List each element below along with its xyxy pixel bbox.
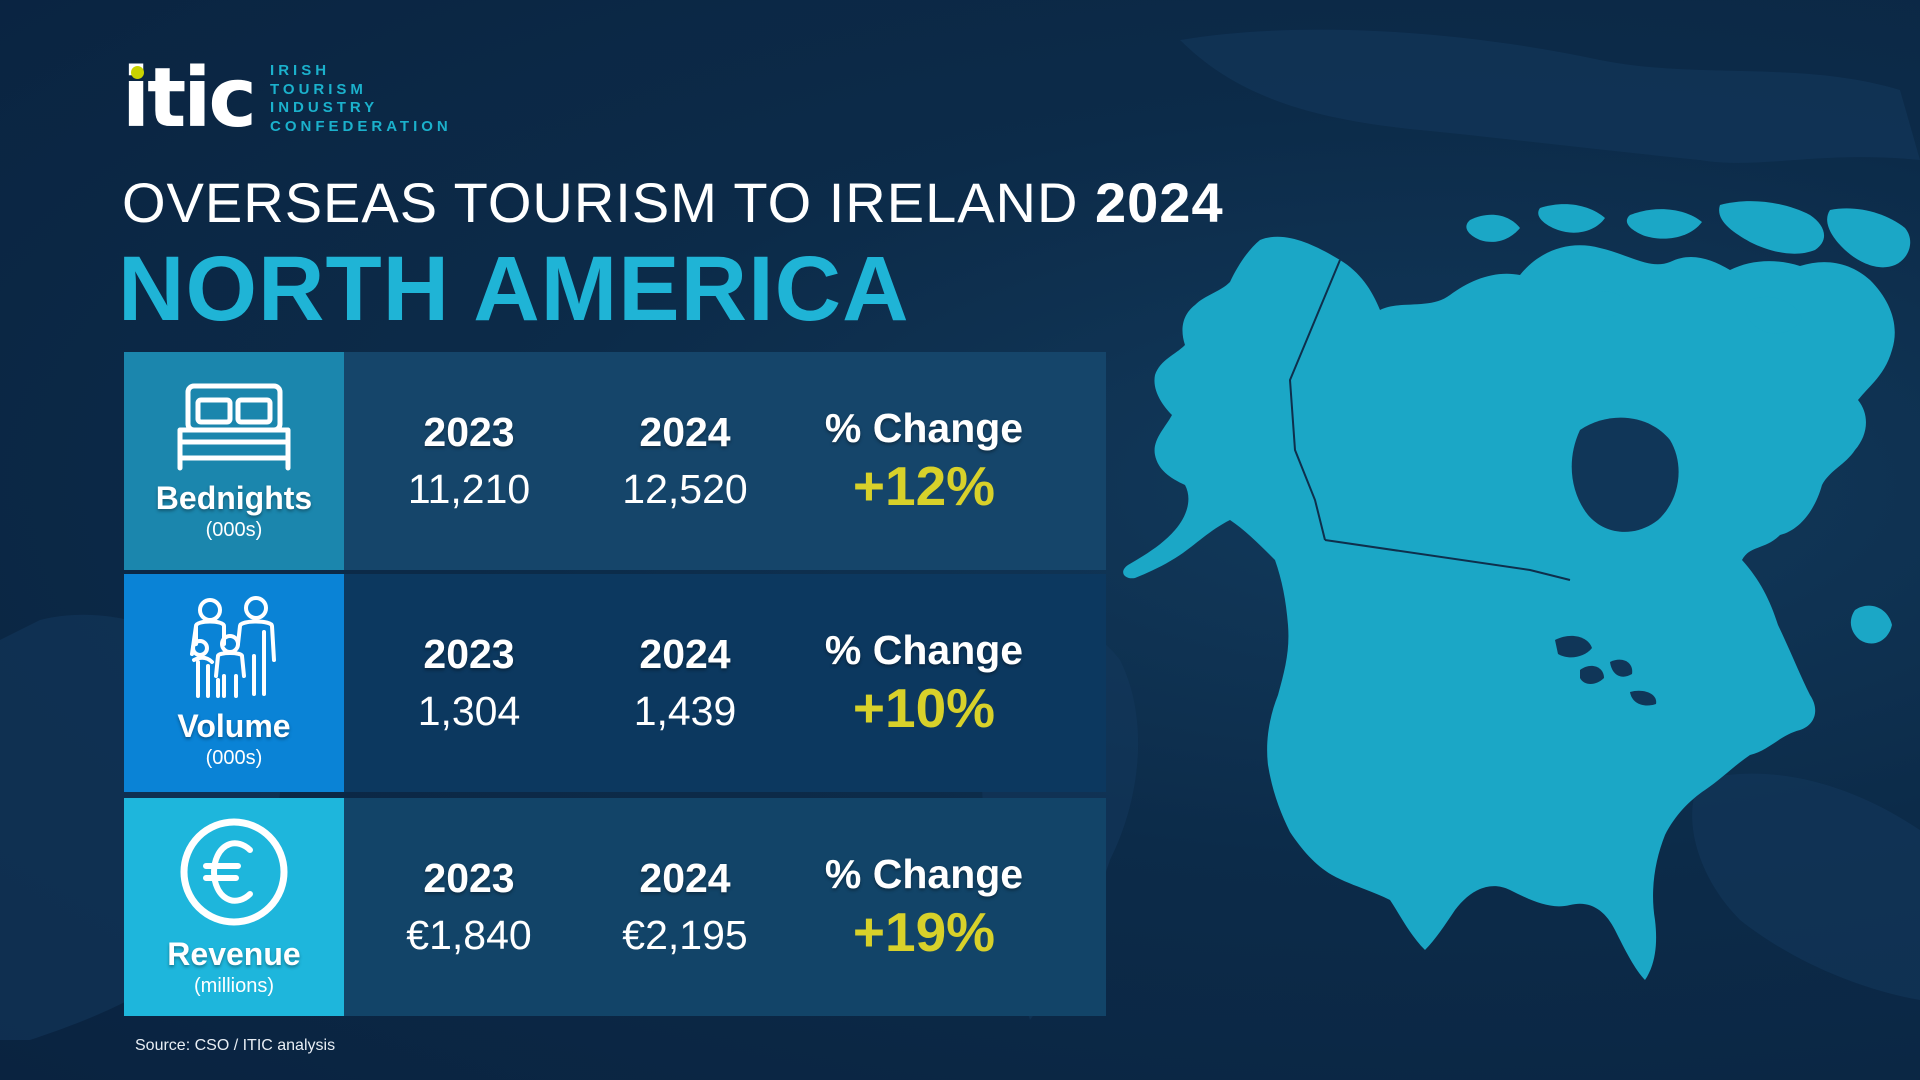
metric-label: Bednights xyxy=(155,480,313,516)
values-cell: 2023 €1,840 2024 €2,195 % Change +19% xyxy=(344,798,1106,1016)
year-2023-column: 2023 1,304 xyxy=(384,574,554,792)
percent-change: +12% xyxy=(852,454,996,517)
metric-unit: (000s) xyxy=(205,519,263,541)
percent-change: +19% xyxy=(852,900,996,963)
year-2023-column: 2023 €1,840 xyxy=(384,798,554,1016)
region-title: NORTH AMERICA xyxy=(118,238,910,340)
value-2023: 11,210 xyxy=(407,466,531,512)
page-title: OVERSEAS TOURISM TO IRELAND 2024 xyxy=(122,170,1224,235)
logo-wordmark: itic xyxy=(122,51,257,146)
metric-cell: Revenue (millions) xyxy=(124,798,344,1016)
table-row-revenue: Revenue (millions) 2023 €1,840 2024 €2,1… xyxy=(124,798,1106,1016)
column-header: % Change xyxy=(824,404,1024,451)
change-column: % Change +12% xyxy=(804,352,1044,570)
euro-icon xyxy=(178,816,290,928)
value-2023: €1,840 xyxy=(406,912,532,958)
change-column: % Change +10% xyxy=(804,574,1044,792)
itic-logo: itic IRISH TOURISM INDUSTRY CONFEDERATIO… xyxy=(122,58,452,140)
column-header: 2023 xyxy=(423,855,515,901)
table-row-bednights: Bednights (000s) 2023 11,210 2024 12,520… xyxy=(124,352,1106,570)
title-prefix: OVERSEAS TOURISM TO IRELAND xyxy=(122,171,1079,234)
north-america-map xyxy=(1123,201,1911,981)
logo-text-line: TOURISM xyxy=(270,80,367,98)
metric-unit: (000s) xyxy=(205,747,263,769)
values-cell: 2023 11,210 2024 12,520 % Change +12% xyxy=(344,352,1106,570)
value-2024: 12,520 xyxy=(622,466,748,512)
value-2023: 1,304 xyxy=(417,688,521,734)
value-2024: €2,195 xyxy=(622,912,748,958)
column-header: % Change xyxy=(824,626,1024,673)
year-2024-column: 2024 1,439 xyxy=(600,574,770,792)
percent-change: +10% xyxy=(852,676,996,739)
column-header: 2023 xyxy=(423,409,515,455)
column-header: 2023 xyxy=(423,631,515,677)
source-note: Source: CSO / ITIC analysis xyxy=(135,1037,336,1054)
title-year: 2024 xyxy=(1095,171,1224,234)
column-header: 2024 xyxy=(639,631,731,677)
metric-label: Revenue xyxy=(167,936,301,972)
logo-dot xyxy=(131,66,144,79)
stats-table: Bednights (000s) 2023 11,210 2024 12,520… xyxy=(124,352,1106,1018)
column-header: 2024 xyxy=(639,409,731,455)
logo-text-line: INDUSTRY xyxy=(270,99,379,116)
year-2024-column: 2024 €2,195 xyxy=(600,798,770,1016)
metric-cell: Bednights (000s) xyxy=(124,352,344,570)
logo-text-line: CONFEDERATION xyxy=(270,117,452,135)
change-column: % Change +19% xyxy=(804,798,1044,1016)
metric-cell: Volume (000s) xyxy=(124,574,344,792)
column-header: 2024 xyxy=(639,855,731,901)
year-2024-column: 2024 12,520 xyxy=(600,352,770,570)
bed-icon xyxy=(174,380,294,472)
family-icon xyxy=(184,596,284,700)
values-cell: 2023 1,304 2024 1,439 % Change +10% xyxy=(344,574,1106,792)
column-header: % Change xyxy=(824,850,1024,897)
logo-org-name: IRISH TOURISM INDUSTRY CONFEDERATION xyxy=(270,62,452,136)
table-row-volume: Volume (000s) 2023 1,304 2024 1,439 % Ch… xyxy=(124,574,1106,792)
year-2023-column: 2023 11,210 xyxy=(384,352,554,570)
metric-unit: (millions) xyxy=(194,975,274,997)
metric-label: Volume xyxy=(177,708,291,744)
logo-text-line: IRISH xyxy=(270,62,331,79)
value-2024: 1,439 xyxy=(633,688,737,734)
